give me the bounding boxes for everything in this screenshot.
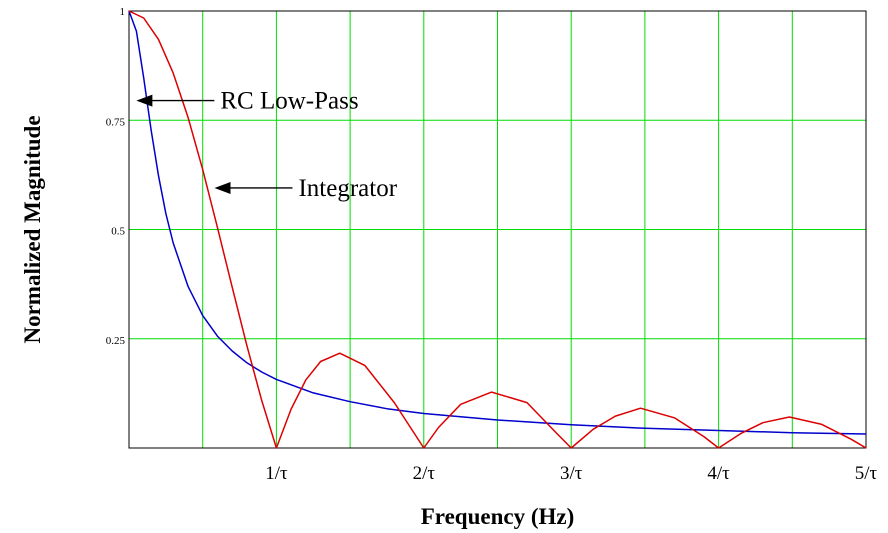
x-tick-labels: 1/τ 2/τ 3/τ 4/τ 5/τ xyxy=(265,463,877,484)
x-tick-label: 5/τ xyxy=(855,463,878,484)
y-tick-label: 0.25 xyxy=(106,335,126,347)
series-group xyxy=(128,10,867,449)
x-axis-title: Frequency (Hz) xyxy=(421,504,575,529)
y-axis-title: Normalized Magnitude xyxy=(20,115,45,343)
x-tick-label: 3/τ xyxy=(560,463,583,484)
y-tick-label: 1 xyxy=(120,6,126,18)
grid xyxy=(129,10,867,448)
series-line-integrator xyxy=(128,10,867,449)
y-tick-label: 0.5 xyxy=(111,226,125,238)
annotation-label-rc: RC Low-Pass xyxy=(220,88,358,115)
series-line-rc xyxy=(128,10,867,435)
y-tick-label: 0.75 xyxy=(106,116,126,128)
y-tick-labels: 0.25 0.5 0.75 1 xyxy=(106,6,126,347)
plot-frame xyxy=(128,10,867,449)
annotations: RC Low-Pass Integrator xyxy=(136,88,398,202)
annotation-label-integrator: Integrator xyxy=(298,175,397,202)
arrow-head-icon xyxy=(136,94,153,107)
x-tick-label: 4/τ xyxy=(707,463,730,484)
arrow-head-icon xyxy=(214,181,231,194)
x-tick-label: 2/τ xyxy=(413,463,436,484)
x-tick-label: 1/τ xyxy=(265,463,288,484)
